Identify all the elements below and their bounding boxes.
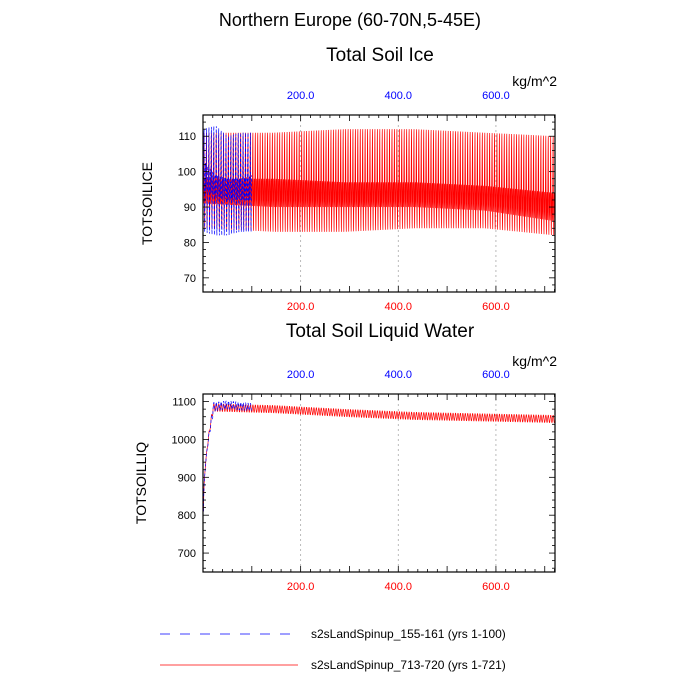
panel1-xtick-label-top: 200.0 [287, 90, 315, 102]
panel1-ylabel: TOTSOILICE [139, 162, 155, 245]
panel2-xtick-label-bottom: 600.0 [482, 581, 510, 593]
panel1-series-1-line [203, 126, 253, 236]
panel1-xtick-label-bottom: 600.0 [482, 301, 510, 313]
panel2-ytick-label: 1100 [172, 397, 196, 409]
panel1-title: Total Soil Ice [326, 45, 434, 66]
legend-label-1: s2sLandSpinup_155-161 (yrs 1-100) [311, 627, 506, 641]
panel2-ytick-label: 1000 [172, 434, 196, 446]
panel2-title: Total Soil Liquid Water [286, 321, 475, 342]
panel2-series-2-line [203, 403, 556, 512]
panel2-units-label: kg/m^2 [512, 353, 557, 369]
panel1-xtick-label-top: 400.0 [385, 90, 413, 102]
panel2-ytick-label: 700 [178, 548, 196, 560]
panel2-ytick-label: 900 [178, 472, 196, 484]
panel2-xtick-label-bottom: 200.0 [287, 581, 315, 593]
panel1-xtick-label-bottom: 200.0 [287, 301, 315, 313]
legend-label-2: s2sLandSpinup_713-720 (yrs 1-721) [311, 658, 506, 672]
panel2-ytick-label: 800 [178, 510, 196, 522]
panel2-xtick-label-top: 600.0 [482, 369, 510, 381]
panel2-xtick-label-top: 400.0 [385, 369, 413, 381]
panel2-xtick-label-bottom: 400.0 [385, 581, 413, 593]
panel1-xtick-label-bottom: 400.0 [385, 301, 413, 313]
panel1-ytick-label: 110 [178, 131, 196, 143]
panel1-ytick-label: 70 [184, 273, 196, 285]
panel2-plot-frame [202, 393, 556, 573]
panel1-series-2-line [203, 129, 556, 236]
panel1-xtick-label-top: 600.0 [482, 90, 510, 102]
panel2-xtick-label-top: 200.0 [287, 369, 315, 381]
panel1-ytick-label: 90 [184, 202, 196, 214]
figure-title: Northern Europe (60-70N,5-45E) [218, 10, 482, 30]
panel2-series-1-line [203, 400, 252, 512]
panel1-units-label: kg/m^2 [512, 73, 557, 89]
panel1-ytick-label: 80 [184, 237, 196, 249]
panel2-ylabel: TOTSOILLIQ [133, 442, 149, 524]
panel1-ytick-label: 100 [178, 167, 196, 179]
